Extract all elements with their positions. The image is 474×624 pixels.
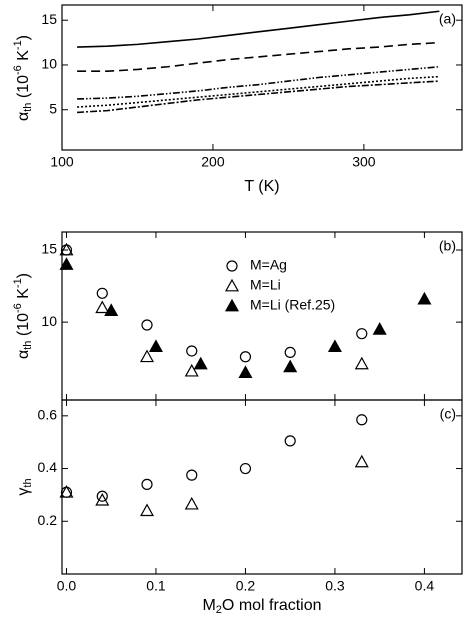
y-tick-label: 10 <box>41 56 57 72</box>
y-tick-label: 5 <box>49 100 57 116</box>
label-part: α <box>15 112 32 121</box>
marker <box>193 356 208 370</box>
marker <box>184 363 199 377</box>
label-part: α <box>15 350 32 359</box>
marker <box>239 462 252 475</box>
marker <box>186 345 198 357</box>
line-series <box>77 65 440 100</box>
legend-label: M=Ag <box>250 257 287 273</box>
x-tick-label: 100 <box>50 154 74 170</box>
marker <box>417 291 432 305</box>
marker <box>284 346 296 359</box>
marker <box>141 319 153 331</box>
panel-label: (a) <box>439 11 456 27</box>
label-part: γ <box>15 488 32 496</box>
x-tick-label: 0.3 <box>325 578 345 594</box>
marker <box>139 503 155 517</box>
line-series <box>77 80 440 114</box>
label-part: (10 <box>15 313 32 341</box>
x-tick-label: 0.2 <box>236 578 256 594</box>
label-part: -1 <box>12 40 24 50</box>
x-tick-label: 0.4 <box>415 578 435 594</box>
marker <box>184 496 199 510</box>
marker <box>141 478 153 490</box>
plot-frame <box>61 4 463 151</box>
label-part: K <box>15 50 32 65</box>
y-tick-label: 10 <box>41 313 57 329</box>
y-tick-label: 15 <box>41 241 57 257</box>
line-series <box>77 10 440 48</box>
marker <box>238 365 253 379</box>
y-tick-label: 0.2 <box>38 512 58 528</box>
panel-label: (c) <box>440 406 456 422</box>
marker <box>59 485 74 498</box>
x-tick-label: 0.0 <box>57 578 77 594</box>
x-axis-label: T (K) <box>244 178 279 195</box>
marker <box>96 490 108 502</box>
label-part: th <box>22 478 34 487</box>
marker <box>186 469 198 481</box>
marker <box>356 414 368 426</box>
label-part: (10 <box>15 75 32 103</box>
label-part: ) <box>15 273 32 278</box>
x-tick-label: 300 <box>352 154 376 170</box>
legend-label: M=Li (Ref.25) <box>250 297 335 313</box>
marker <box>283 359 298 373</box>
label-part: K <box>15 288 32 303</box>
y-tick-label: 0.6 <box>38 407 58 423</box>
y-axis-label: αth (10-6 K-1) <box>12 35 34 121</box>
label-part: -6 <box>12 65 24 75</box>
y-axis-label: γth <box>15 478 34 495</box>
x-tick-label: 200 <box>201 154 225 170</box>
marker <box>356 328 368 340</box>
label-part: O mol fraction <box>222 597 322 614</box>
marker <box>327 339 342 353</box>
y-tick-label: 0.4 <box>38 459 58 475</box>
marker <box>95 492 110 506</box>
label-part: -6 <box>12 303 24 313</box>
x-axis-label: M2O mol fraction <box>202 597 321 616</box>
panel-label: (b) <box>439 238 456 254</box>
label-part: ) <box>15 35 32 40</box>
marker <box>59 242 74 256</box>
legend-marker <box>224 278 240 292</box>
x-tick-label: 0.1 <box>146 578 166 594</box>
legend-marker <box>224 298 240 312</box>
marker <box>95 300 110 314</box>
label-part: -1 <box>12 278 24 288</box>
label-part: th <box>22 103 34 112</box>
marker <box>139 349 155 363</box>
line-series <box>77 75 440 108</box>
legend-label: M=Li <box>250 277 281 293</box>
marker <box>354 454 369 468</box>
marker <box>148 339 163 353</box>
legend-marker <box>226 260 238 272</box>
marker <box>59 257 74 270</box>
line-series <box>77 41 440 73</box>
marker <box>239 351 252 363</box>
label-part: M <box>202 597 215 614</box>
plot-frame <box>61 399 463 575</box>
marker <box>284 435 296 447</box>
y-axis-label: αth (10-6 K-1) <box>12 273 34 359</box>
y-tick-label: 15 <box>41 11 57 27</box>
label-part: 2 <box>216 604 222 616</box>
marker <box>96 287 108 299</box>
marker <box>104 303 119 316</box>
marker <box>372 322 387 335</box>
label-part: th <box>22 341 34 350</box>
marker <box>354 356 369 370</box>
